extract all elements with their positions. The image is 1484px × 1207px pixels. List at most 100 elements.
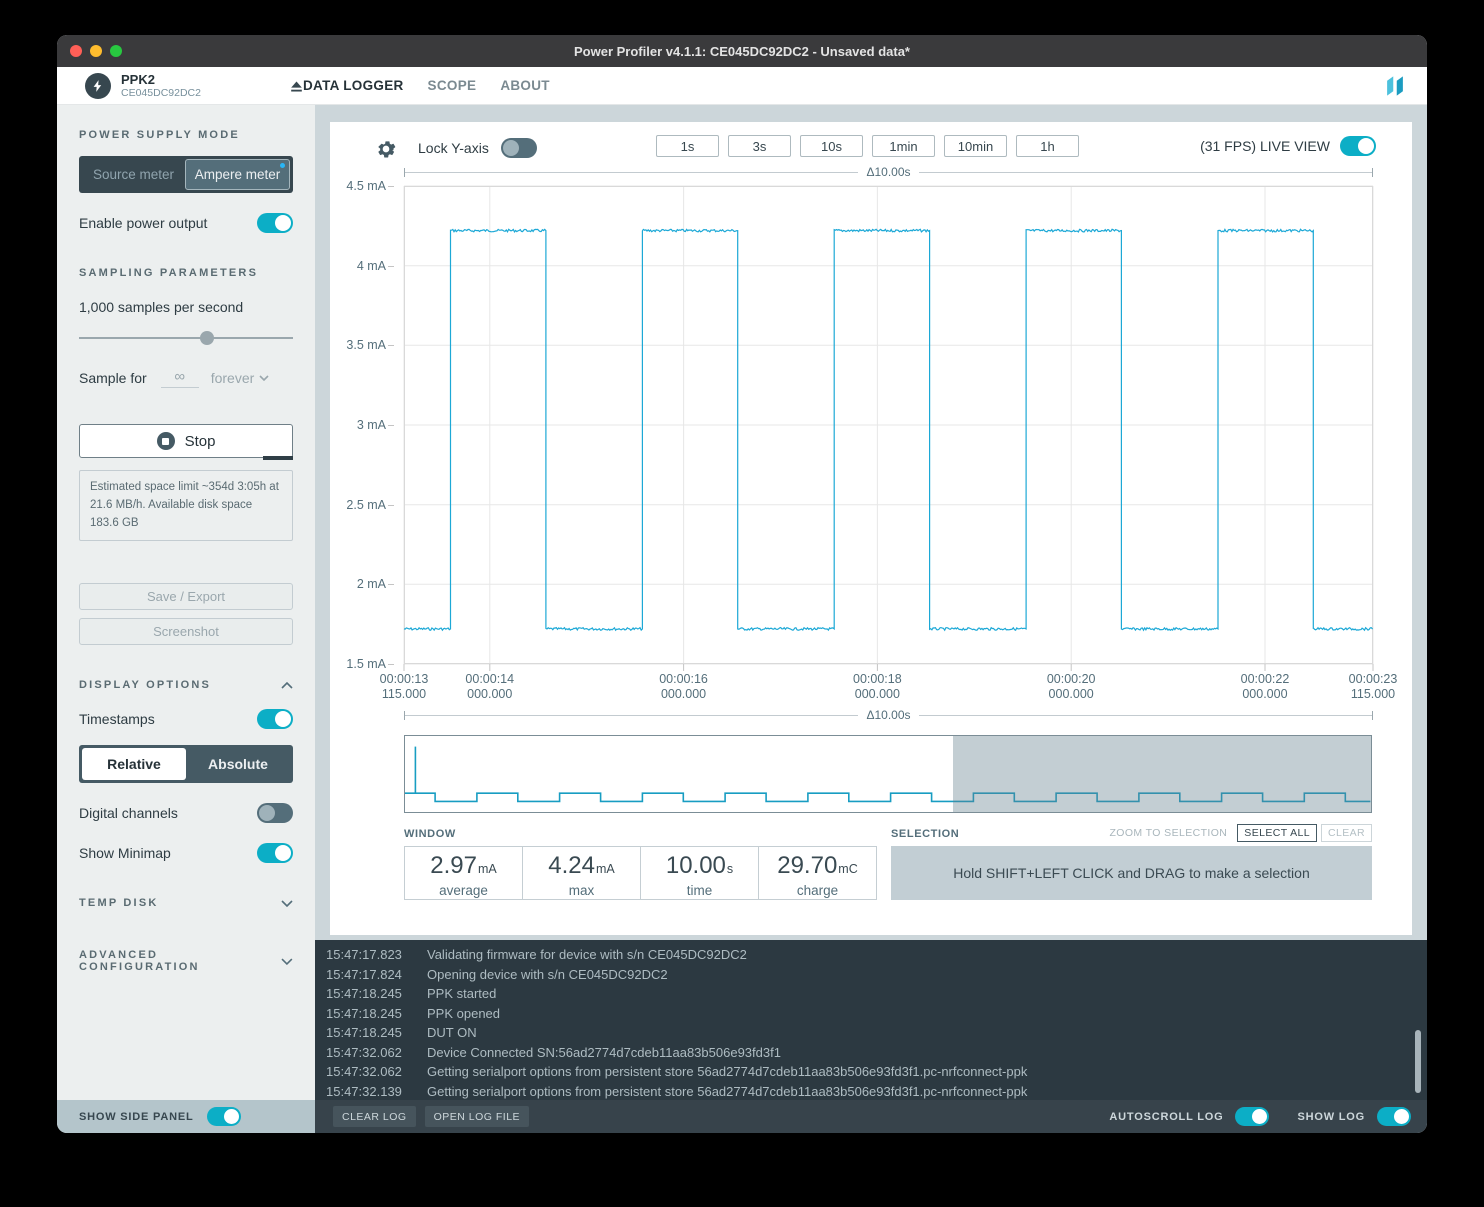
show-side-panel-toggle[interactable] bbox=[207, 1107, 242, 1126]
traffic-lights bbox=[70, 45, 122, 57]
stat-value: 4.24mA bbox=[548, 852, 615, 879]
log-timestamp: 15:47:18.245 bbox=[326, 1025, 402, 1040]
temp-disk-title: TEMP DISK bbox=[79, 897, 159, 910]
lock-y-axis-toggle[interactable] bbox=[500, 138, 537, 158]
stat-value: 10.00s bbox=[665, 852, 734, 879]
x-axis-tick-label: 00:00:14 000.000 bbox=[465, 672, 515, 701]
timestamps-toggle[interactable] bbox=[257, 709, 293, 730]
stat-label: average bbox=[439, 883, 488, 898]
stat-unit: mC bbox=[838, 862, 858, 876]
window-stats-row: 2.97mA average 4.24mA max 10.00s time 29… bbox=[404, 846, 877, 900]
sample-rate-slider[interactable] bbox=[79, 331, 293, 345]
nav-tabs: DATA LOGGER SCOPE ABOUT bbox=[303, 78, 550, 93]
device-serial: CE045DC92DC2 bbox=[121, 86, 201, 99]
show-log-label: SHOW LOG bbox=[1297, 1110, 1365, 1123]
close-button[interactable] bbox=[70, 45, 82, 57]
range-button[interactable]: 1h bbox=[1016, 135, 1079, 157]
delta-label-top: Δ10.00s bbox=[866, 165, 911, 179]
slider-thumb[interactable] bbox=[200, 331, 215, 345]
log-row: 15:47:18.245 PPK opened bbox=[326, 1004, 1427, 1024]
stat-value: 2.97mA bbox=[430, 852, 497, 879]
log-timestamp: 15:47:18.245 bbox=[326, 1005, 402, 1021]
x-axis-tick-label: 00:00:18 000.000 bbox=[853, 672, 902, 701]
clear-selection-button[interactable]: CLEAR bbox=[1320, 824, 1372, 842]
range-button[interactable]: 3s bbox=[728, 135, 791, 157]
app-header: PPK2 CE045DC92DC2 DATA LOGGER SCOPE ABOU… bbox=[57, 67, 1427, 105]
stat-label: max bbox=[568, 883, 595, 898]
x-axis-tick-label: 00:00:23 115.000 bbox=[1348, 672, 1398, 701]
device-info: PPK2 CE045DC92DC2 bbox=[121, 72, 201, 99]
device-selector[interactable]: PPK2 CE045DC92DC2 bbox=[57, 72, 257, 99]
minimap[interactable] bbox=[404, 735, 1372, 813]
stop-button-label: Stop bbox=[184, 432, 216, 450]
sample-duration-input[interactable]: ∞ bbox=[160, 367, 199, 388]
log-row: 15:47:32.062 Getting serialport options … bbox=[326, 1062, 1427, 1082]
log-timestamp: 15:47:18.245 bbox=[326, 986, 402, 1001]
live-view-toggle[interactable] bbox=[1340, 136, 1376, 156]
range-button[interactable]: 1min bbox=[872, 135, 935, 157]
log-panel: 15:47:17.823 Validating firmware for dev… bbox=[315, 940, 1427, 1100]
source-meter-option[interactable]: Source meter bbox=[92, 167, 175, 182]
titlebar: Power Profiler v4.1.1: CE045DC92DC2 - Un… bbox=[57, 35, 1427, 67]
stat-box: 29.70mC charge bbox=[758, 846, 877, 900]
log-message: Getting serialport options from persiste… bbox=[427, 1083, 1028, 1099]
select-all-button[interactable]: SELECT ALL bbox=[1237, 824, 1317, 842]
main-area: Lock Y-axis 1s 3s 10s 1min 10min 1h (31 FPS) … bbox=[315, 105, 1427, 940]
save-export-button[interactable]: Save / Export bbox=[79, 583, 293, 611]
advanced-configuration-header[interactable]: ADVANCED CONFIGURATION bbox=[79, 949, 293, 973]
sample-rate-label: 1,000 samples per second bbox=[79, 299, 244, 315]
minimap-viewport-overlay[interactable] bbox=[953, 736, 1371, 812]
zoom-button[interactable] bbox=[110, 45, 122, 57]
live-current-chart[interactable] bbox=[403, 185, 1374, 671]
autoscroll-log-toggle[interactable] bbox=[1235, 1107, 1270, 1126]
enable-power-output-toggle[interactable] bbox=[257, 213, 293, 233]
ampere-meter-option[interactable]: Ampere meter bbox=[185, 159, 290, 190]
log-message: Opening device with s/n CE045DC92DC2 bbox=[427, 966, 668, 982]
sample-duration-unit-select[interactable]: forever bbox=[211, 370, 270, 386]
show-minimap-label: Show Minimap bbox=[79, 845, 171, 862]
app-window: Power Profiler v4.1.1: CE045DC92DC2 - Un… bbox=[57, 35, 1427, 1133]
tab-data-logger[interactable]: DATA LOGGER bbox=[303, 78, 404, 93]
x-axis-labels: 00:00:13 115.000 00:00:14 000.000 00:00:16 00… bbox=[330, 672, 1412, 704]
chart-card: Lock Y-axis 1s 3s 10s 1min 10min 1h (31 FPS) … bbox=[330, 122, 1412, 935]
display-options-header[interactable]: DISPLAY OPTIONS bbox=[79, 679, 293, 691]
minimize-button[interactable] bbox=[90, 45, 102, 57]
log-timestamp: 15:47:32.062 bbox=[326, 1044, 402, 1060]
timestamps-label: Timestamps bbox=[79, 711, 155, 728]
show-log-toggle[interactable] bbox=[1377, 1107, 1411, 1126]
open-log-file-button[interactable]: OPEN LOG FILE bbox=[424, 1106, 530, 1127]
clear-log-button[interactable]: CLEAR LOG bbox=[333, 1106, 416, 1127]
log-message: PPK opened bbox=[427, 1005, 501, 1021]
log-entries: 15:47:17.823 Validating firmware for dev… bbox=[326, 945, 1427, 1100]
stop-button[interactable]: Stop bbox=[79, 424, 293, 460]
absolute-option[interactable]: Absolute bbox=[208, 756, 268, 773]
stat-value: 29.70mC bbox=[777, 852, 858, 879]
log-message: Validating firmware for device with s/n … bbox=[427, 947, 747, 962]
disk-space-note: Estimated space limit ~354d 3:05h at 21.… bbox=[79, 470, 293, 542]
range-button[interactable]: 10s bbox=[800, 135, 863, 157]
show-minimap-toggle[interactable] bbox=[257, 843, 293, 864]
tab-about[interactable]: ABOUT bbox=[500, 78, 550, 93]
chart-settings-gear-icon[interactable] bbox=[376, 139, 396, 159]
range-button[interactable]: 1s bbox=[656, 135, 719, 157]
log-scrollbar[interactable] bbox=[1415, 1030, 1421, 1093]
eject-device-icon[interactable] bbox=[285, 75, 307, 97]
log-message: PPK started bbox=[427, 986, 497, 1001]
zoom-to-selection-button[interactable]: ZOOM TO SELECTION bbox=[1103, 825, 1233, 841]
window-delta-rule-bottom: Δ10.00s bbox=[404, 708, 1374, 722]
time-range-buttons: 1s 3s 10s 1min 10min 1h bbox=[656, 135, 1079, 157]
relative-option[interactable]: Relative bbox=[82, 748, 186, 781]
log-message: DUT ON bbox=[427, 1025, 477, 1040]
log-message: Getting serialport options from persiste… bbox=[427, 1064, 1028, 1079]
live-view-label: (31 FPS) LIVE VIEW bbox=[1200, 138, 1330, 154]
screenshot-button[interactable]: Screenshot bbox=[79, 618, 293, 646]
digital-channels-toggle[interactable] bbox=[257, 803, 293, 824]
temp-disk-header[interactable]: TEMP DISK bbox=[79, 897, 293, 909]
log-row: 15:47:17.823 Validating firmware for dev… bbox=[326, 945, 1427, 965]
sampling-parameters-title: SAMPLING PARAMETERS bbox=[79, 267, 259, 279]
recording-progress-indicator bbox=[263, 456, 293, 460]
range-button[interactable]: 10min bbox=[944, 135, 1007, 157]
chevron-down-icon bbox=[259, 374, 269, 381]
tab-scope[interactable]: SCOPE bbox=[427, 78, 477, 93]
log-row: 15:47:18.245 DUT ON bbox=[326, 1023, 1427, 1043]
